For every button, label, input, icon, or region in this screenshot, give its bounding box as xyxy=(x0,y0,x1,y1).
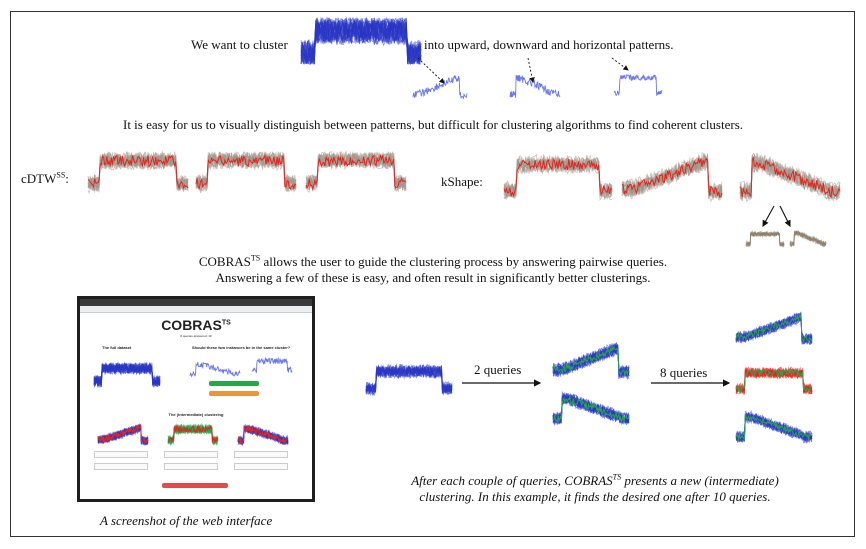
series-line xyxy=(195,154,297,191)
process-start-plot xyxy=(365,363,453,397)
series-line xyxy=(87,154,189,193)
process-mid-cluster-1-plot xyxy=(552,341,630,381)
web-complete-box-2[interactable] xyxy=(164,463,218,470)
series-line xyxy=(189,362,241,378)
series-line xyxy=(621,152,723,195)
web-interface-screenshot: COBRASTS # queries answered: 10 The full… xyxy=(77,296,315,502)
web-question-heading: Should these two instances be in the sam… xyxy=(192,345,291,350)
series-line xyxy=(552,343,630,378)
web-full-dataset-plot xyxy=(93,361,161,389)
process-step-2-label: 8 queries xyxy=(660,365,708,380)
process-caption-line-2: clustering. In this example, it finds th… xyxy=(419,489,771,504)
series-line xyxy=(503,157,613,199)
cobras-intro-line-2: Answering a few of these is easy, and of… xyxy=(215,270,651,285)
process-caption-line-1: After each couple of queries, COBRASTS p… xyxy=(411,472,779,488)
series-line xyxy=(300,18,422,65)
series-line xyxy=(305,149,407,188)
web-caption: A screenshot of the web interface xyxy=(100,513,273,528)
highlight-series-line xyxy=(305,153,407,191)
highlight-series-line xyxy=(552,395,630,423)
highlight-series-line xyxy=(735,413,812,441)
series-line xyxy=(739,155,841,200)
web-intermediate-cluster-3-plot xyxy=(237,423,289,447)
highlight-series-line xyxy=(195,153,297,191)
web-query-instance-2-plot xyxy=(251,356,293,373)
kshape-label: kShape: xyxy=(441,174,483,189)
example-upward-plot xyxy=(412,75,468,99)
series-line xyxy=(745,229,785,247)
web-queries-answered: # queries answered: 10 xyxy=(180,334,212,338)
web-intermediate-heading: The (intermediate) clustering xyxy=(168,412,224,417)
highlight-series-line xyxy=(739,156,841,199)
kshape-subcluster-2-plot xyxy=(789,230,827,248)
web-pure-box-1[interactable] xyxy=(94,451,148,458)
kshape-subcluster-1-plot xyxy=(745,229,785,248)
highlight-series-line xyxy=(735,368,813,393)
highlight-series-line xyxy=(97,424,149,444)
intro-prefix: We want to cluster xyxy=(191,37,288,52)
series-line xyxy=(735,413,813,443)
series-line xyxy=(789,231,827,248)
series-line xyxy=(613,73,663,97)
highlight-series-line xyxy=(503,158,613,198)
series-line xyxy=(739,158,841,202)
series-line xyxy=(789,230,827,246)
process-final-horizontal-plot xyxy=(735,366,813,396)
web-yes-button[interactable] xyxy=(209,381,259,386)
highlight-series-line xyxy=(621,157,723,198)
intro-suffix: into upward, downward and horizontal pat… xyxy=(424,37,674,52)
figure-frame xyxy=(10,11,855,537)
series-line xyxy=(93,362,161,387)
kshape-cluster-1-plot xyxy=(503,153,613,202)
highlight-series-line xyxy=(237,425,289,445)
cdtw-cluster-3-plot xyxy=(305,149,407,193)
series-line xyxy=(509,75,561,98)
web-submit-button[interactable] xyxy=(162,483,228,488)
cdtw-cluster-1-plot xyxy=(87,150,189,195)
series-line xyxy=(621,160,723,202)
web-pure-box-3[interactable] xyxy=(234,451,288,458)
process-mid-cluster-2-plot xyxy=(552,390,630,427)
series-line xyxy=(412,75,468,99)
example-downward-plot xyxy=(509,75,561,98)
series-line xyxy=(739,157,841,199)
browser-address-bar xyxy=(80,306,312,313)
kshape-cluster-3-plot xyxy=(739,152,841,202)
highlight-series-line xyxy=(552,345,630,376)
highlight-series-line xyxy=(87,154,189,190)
highlight-series-line xyxy=(735,313,813,344)
series-line xyxy=(305,151,407,191)
web-complete-box-1[interactable] xyxy=(94,463,148,470)
web-intermediate-cluster-2-plot xyxy=(167,422,219,447)
browser-tab-bar xyxy=(80,299,312,306)
kshape-cluster-2-plot xyxy=(621,152,723,203)
process-final-downward-plot xyxy=(735,410,813,444)
series-line xyxy=(365,365,453,394)
cdtw-cluster-2-plot xyxy=(195,150,297,194)
web-pure-box-2[interactable] xyxy=(164,451,218,458)
process-step-1-label: 2 queries xyxy=(474,362,522,377)
series-line xyxy=(251,356,293,373)
highlight-series-line xyxy=(167,424,219,444)
process-final-upward-plot xyxy=(735,311,813,345)
statement-text: It is easy for us to visually distinguis… xyxy=(122,117,744,132)
web-full-dataset-heading: The full dataset xyxy=(102,345,132,350)
cdtw-label: cDTWSS: xyxy=(21,170,69,186)
browser-window: COBRASTS # queries answered: 10 The full… xyxy=(80,299,312,499)
web-intermediate-cluster-1-plot xyxy=(97,422,149,447)
series-line xyxy=(167,424,219,443)
web-no-button[interactable] xyxy=(209,391,259,396)
example-horizontal-plot xyxy=(613,73,663,97)
full-dataset-plot xyxy=(300,16,422,66)
cobras-intro-line-1: COBRASTS allows the user to guide the cl… xyxy=(198,253,668,269)
web-complete-box-3[interactable] xyxy=(234,463,288,470)
web-title: COBRASTS xyxy=(161,317,231,333)
web-query-instance-1-plot xyxy=(189,362,241,378)
